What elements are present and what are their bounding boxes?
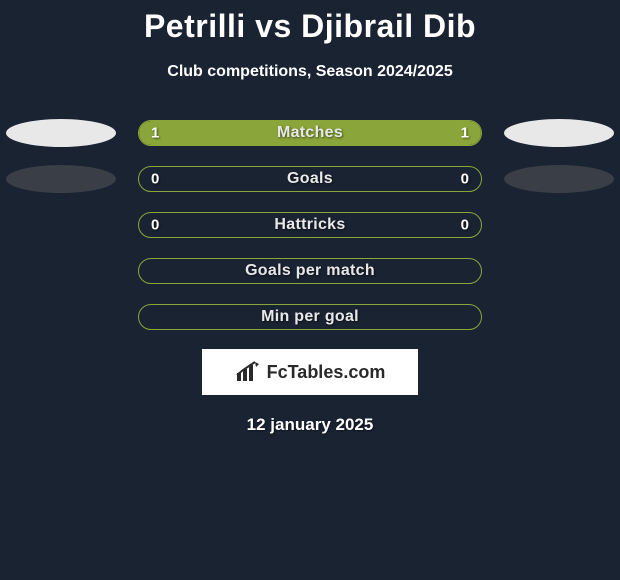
stat-row: 1 1 Matches (0, 119, 620, 147)
stat-value-left: 0 (151, 217, 159, 234)
stat-label: Min per goal (261, 308, 359, 326)
stat-label: Hattricks (274, 216, 345, 234)
player-left-marker (6, 165, 116, 193)
stat-row: 0 0 Hattricks (0, 211, 620, 239)
stat-row: Goals per match (0, 257, 620, 285)
stat-row: 0 0 Goals (0, 165, 620, 193)
player-left-marker (6, 119, 116, 147)
subtitle: Club competitions, Season 2024/2025 (0, 63, 620, 81)
stat-value-right: 0 (461, 171, 469, 188)
stat-value-right: 0 (461, 217, 469, 234)
chart-icon (235, 361, 261, 383)
stat-value-left: 0 (151, 171, 159, 188)
player-right-marker (504, 165, 614, 193)
logo-text: FcTables.com (267, 362, 386, 383)
stat-label: Goals per match (245, 262, 375, 280)
stat-label: Goals (287, 170, 333, 188)
stat-bar: 1 1 Matches (138, 120, 482, 146)
player-right-marker (504, 119, 614, 147)
date-label: 12 january 2025 (0, 415, 620, 435)
logo-badge: FcTables.com (202, 349, 418, 395)
stats-area: 1 1 Matches 0 0 Goals 0 0 Hattricks Goals per mat… (0, 119, 620, 331)
page-title: Petrilli vs Djibrail Dib (0, 8, 620, 45)
stat-label: Matches (277, 124, 343, 142)
stat-bar: 0 0 Hattricks (138, 212, 482, 238)
stat-value-right: 1 (461, 125, 469, 142)
comparison-card: Petrilli vs Djibrail Dib Club competitio… (0, 0, 620, 435)
stat-bar: 0 0 Goals (138, 166, 482, 192)
stat-value-left: 1 (151, 125, 159, 142)
stat-bar: Goals per match (138, 258, 482, 284)
stat-bar: Min per goal (138, 304, 482, 330)
stat-row: Min per goal (0, 303, 620, 331)
